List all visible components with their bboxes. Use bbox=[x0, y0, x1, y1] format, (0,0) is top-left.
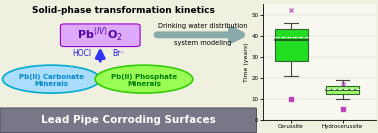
Y-axis label: Time (years): Time (years) bbox=[244, 42, 249, 82]
Text: system modeling: system modeling bbox=[174, 40, 232, 46]
Text: Solid-phase transformation kinetics: Solid-phase transformation kinetics bbox=[32, 6, 215, 15]
Ellipse shape bbox=[3, 65, 100, 93]
Text: Minerals: Minerals bbox=[127, 80, 161, 87]
Text: Minerals: Minerals bbox=[34, 80, 68, 87]
FancyBboxPatch shape bbox=[0, 108, 257, 133]
Text: Br⁻: Br⁻ bbox=[112, 49, 124, 58]
Text: Drinking water distribution: Drinking water distribution bbox=[158, 23, 248, 29]
Text: Pb(II) Phosphate: Pb(II) Phosphate bbox=[111, 74, 177, 80]
Bar bbox=[326, 86, 359, 94]
FancyBboxPatch shape bbox=[60, 24, 140, 47]
Text: HOCl: HOCl bbox=[73, 49, 92, 58]
Text: Pb$^{(IV)}$O$_2$: Pb$^{(IV)}$O$_2$ bbox=[77, 26, 123, 44]
Text: Pb(II) Carbonate: Pb(II) Carbonate bbox=[19, 74, 84, 80]
Bar bbox=[274, 29, 308, 61]
Text: Lead Pipe Corroding Surfaces: Lead Pipe Corroding Surfaces bbox=[41, 115, 216, 125]
Ellipse shape bbox=[95, 65, 193, 93]
